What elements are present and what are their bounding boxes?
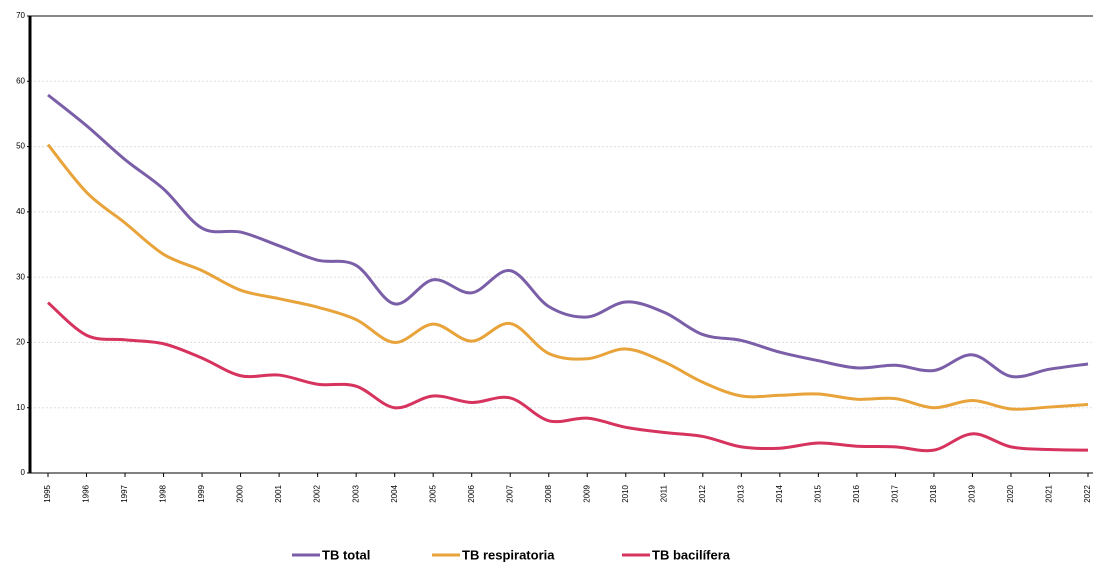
x-tick-label: 2013 bbox=[736, 484, 745, 502]
x-tick-label: 2019 bbox=[968, 484, 977, 502]
y-tick-label: 50 bbox=[16, 142, 25, 151]
x-tick-label: 1996 bbox=[82, 484, 91, 502]
x-tick-label: 2016 bbox=[852, 484, 861, 502]
series-line bbox=[47, 93, 1089, 379]
x-tick-label: 2012 bbox=[698, 484, 707, 502]
x-tick-label: 2021 bbox=[1045, 484, 1054, 502]
x-tick-label: 2003 bbox=[351, 484, 360, 502]
x-tick-label: 2010 bbox=[621, 484, 630, 502]
x-tick-label: 2015 bbox=[813, 484, 822, 502]
x-tick-label: 2018 bbox=[929, 484, 938, 502]
x-tick-label: 2022 bbox=[1083, 484, 1092, 502]
x-tick-label: 1998 bbox=[159, 484, 168, 502]
series-line bbox=[47, 301, 1089, 453]
x-tick-label: 1999 bbox=[197, 484, 206, 502]
x-tick-label: 2020 bbox=[1006, 484, 1015, 502]
x-tick-label: 2014 bbox=[775, 484, 784, 502]
x-tick-label: 2008 bbox=[544, 484, 553, 502]
y-tick-label: 10 bbox=[16, 403, 25, 412]
y-tick-label: 40 bbox=[16, 207, 25, 216]
x-tick-label: 1995 bbox=[43, 484, 52, 502]
legend-label: TB respiratoria bbox=[462, 547, 555, 562]
y-tick-label: 60 bbox=[16, 76, 25, 85]
x-tick-label: 2000 bbox=[236, 484, 245, 502]
x-tick-label: 2007 bbox=[505, 484, 514, 502]
x-tick-label: 1997 bbox=[120, 484, 129, 502]
x-tick-label: 2017 bbox=[891, 484, 900, 502]
x-tick-label: 2004 bbox=[390, 484, 399, 502]
legend: TB total TB respiratoria TB bacilífera bbox=[292, 547, 731, 562]
series-line bbox=[46, 143, 1089, 411]
y-tick-label: 20 bbox=[16, 338, 25, 347]
x-tick-label: 2009 bbox=[582, 484, 591, 502]
x-tick-label: 2011 bbox=[659, 484, 668, 502]
legend-label: TB total bbox=[322, 547, 370, 562]
y-tick-label: 0 bbox=[21, 468, 26, 477]
y-tick-label: 30 bbox=[16, 272, 25, 281]
x-tick-label: 2006 bbox=[467, 484, 476, 502]
y-tick-label: 70 bbox=[16, 11, 25, 20]
legend-label: TB bacilífera bbox=[652, 547, 731, 562]
x-tick-label: 2005 bbox=[428, 484, 437, 502]
x-tick-label: 2001 bbox=[274, 484, 283, 502]
x-tick-label: 2002 bbox=[313, 484, 322, 502]
